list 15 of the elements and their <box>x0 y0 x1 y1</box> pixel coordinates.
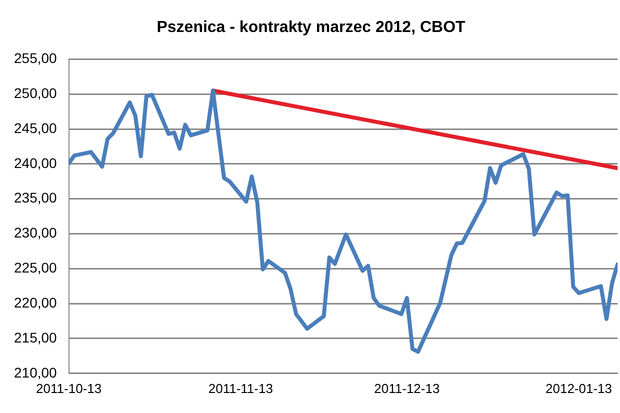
y-tick-label: 230,00 <box>14 224 58 241</box>
y-tick-label: 255,00 <box>14 50 58 66</box>
y-tick-label: 245,00 <box>14 120 58 136</box>
x-tick-label: 2011-11-13 <box>208 380 273 396</box>
y-tick-label: 210,00 <box>14 364 58 380</box>
x-tick-label: 2012-01-13 <box>546 380 612 396</box>
y-tick-label: 235,00 <box>14 190 58 206</box>
y-tick-label: 220,00 <box>14 294 58 310</box>
x-tick-label: 2011-10-13 <box>36 380 102 396</box>
chart-title: Pszenica - kontrakty marzec 2012, CBOT <box>156 19 466 36</box>
y-tick-label: 225,00 <box>14 260 58 276</box>
y-tick-label: 250,00 <box>14 84 58 101</box>
y-tick-label: 240,00 <box>14 154 58 171</box>
y-tick-label: 215,00 <box>14 329 58 346</box>
x-tick-label: 2011-12-13 <box>374 380 440 396</box>
